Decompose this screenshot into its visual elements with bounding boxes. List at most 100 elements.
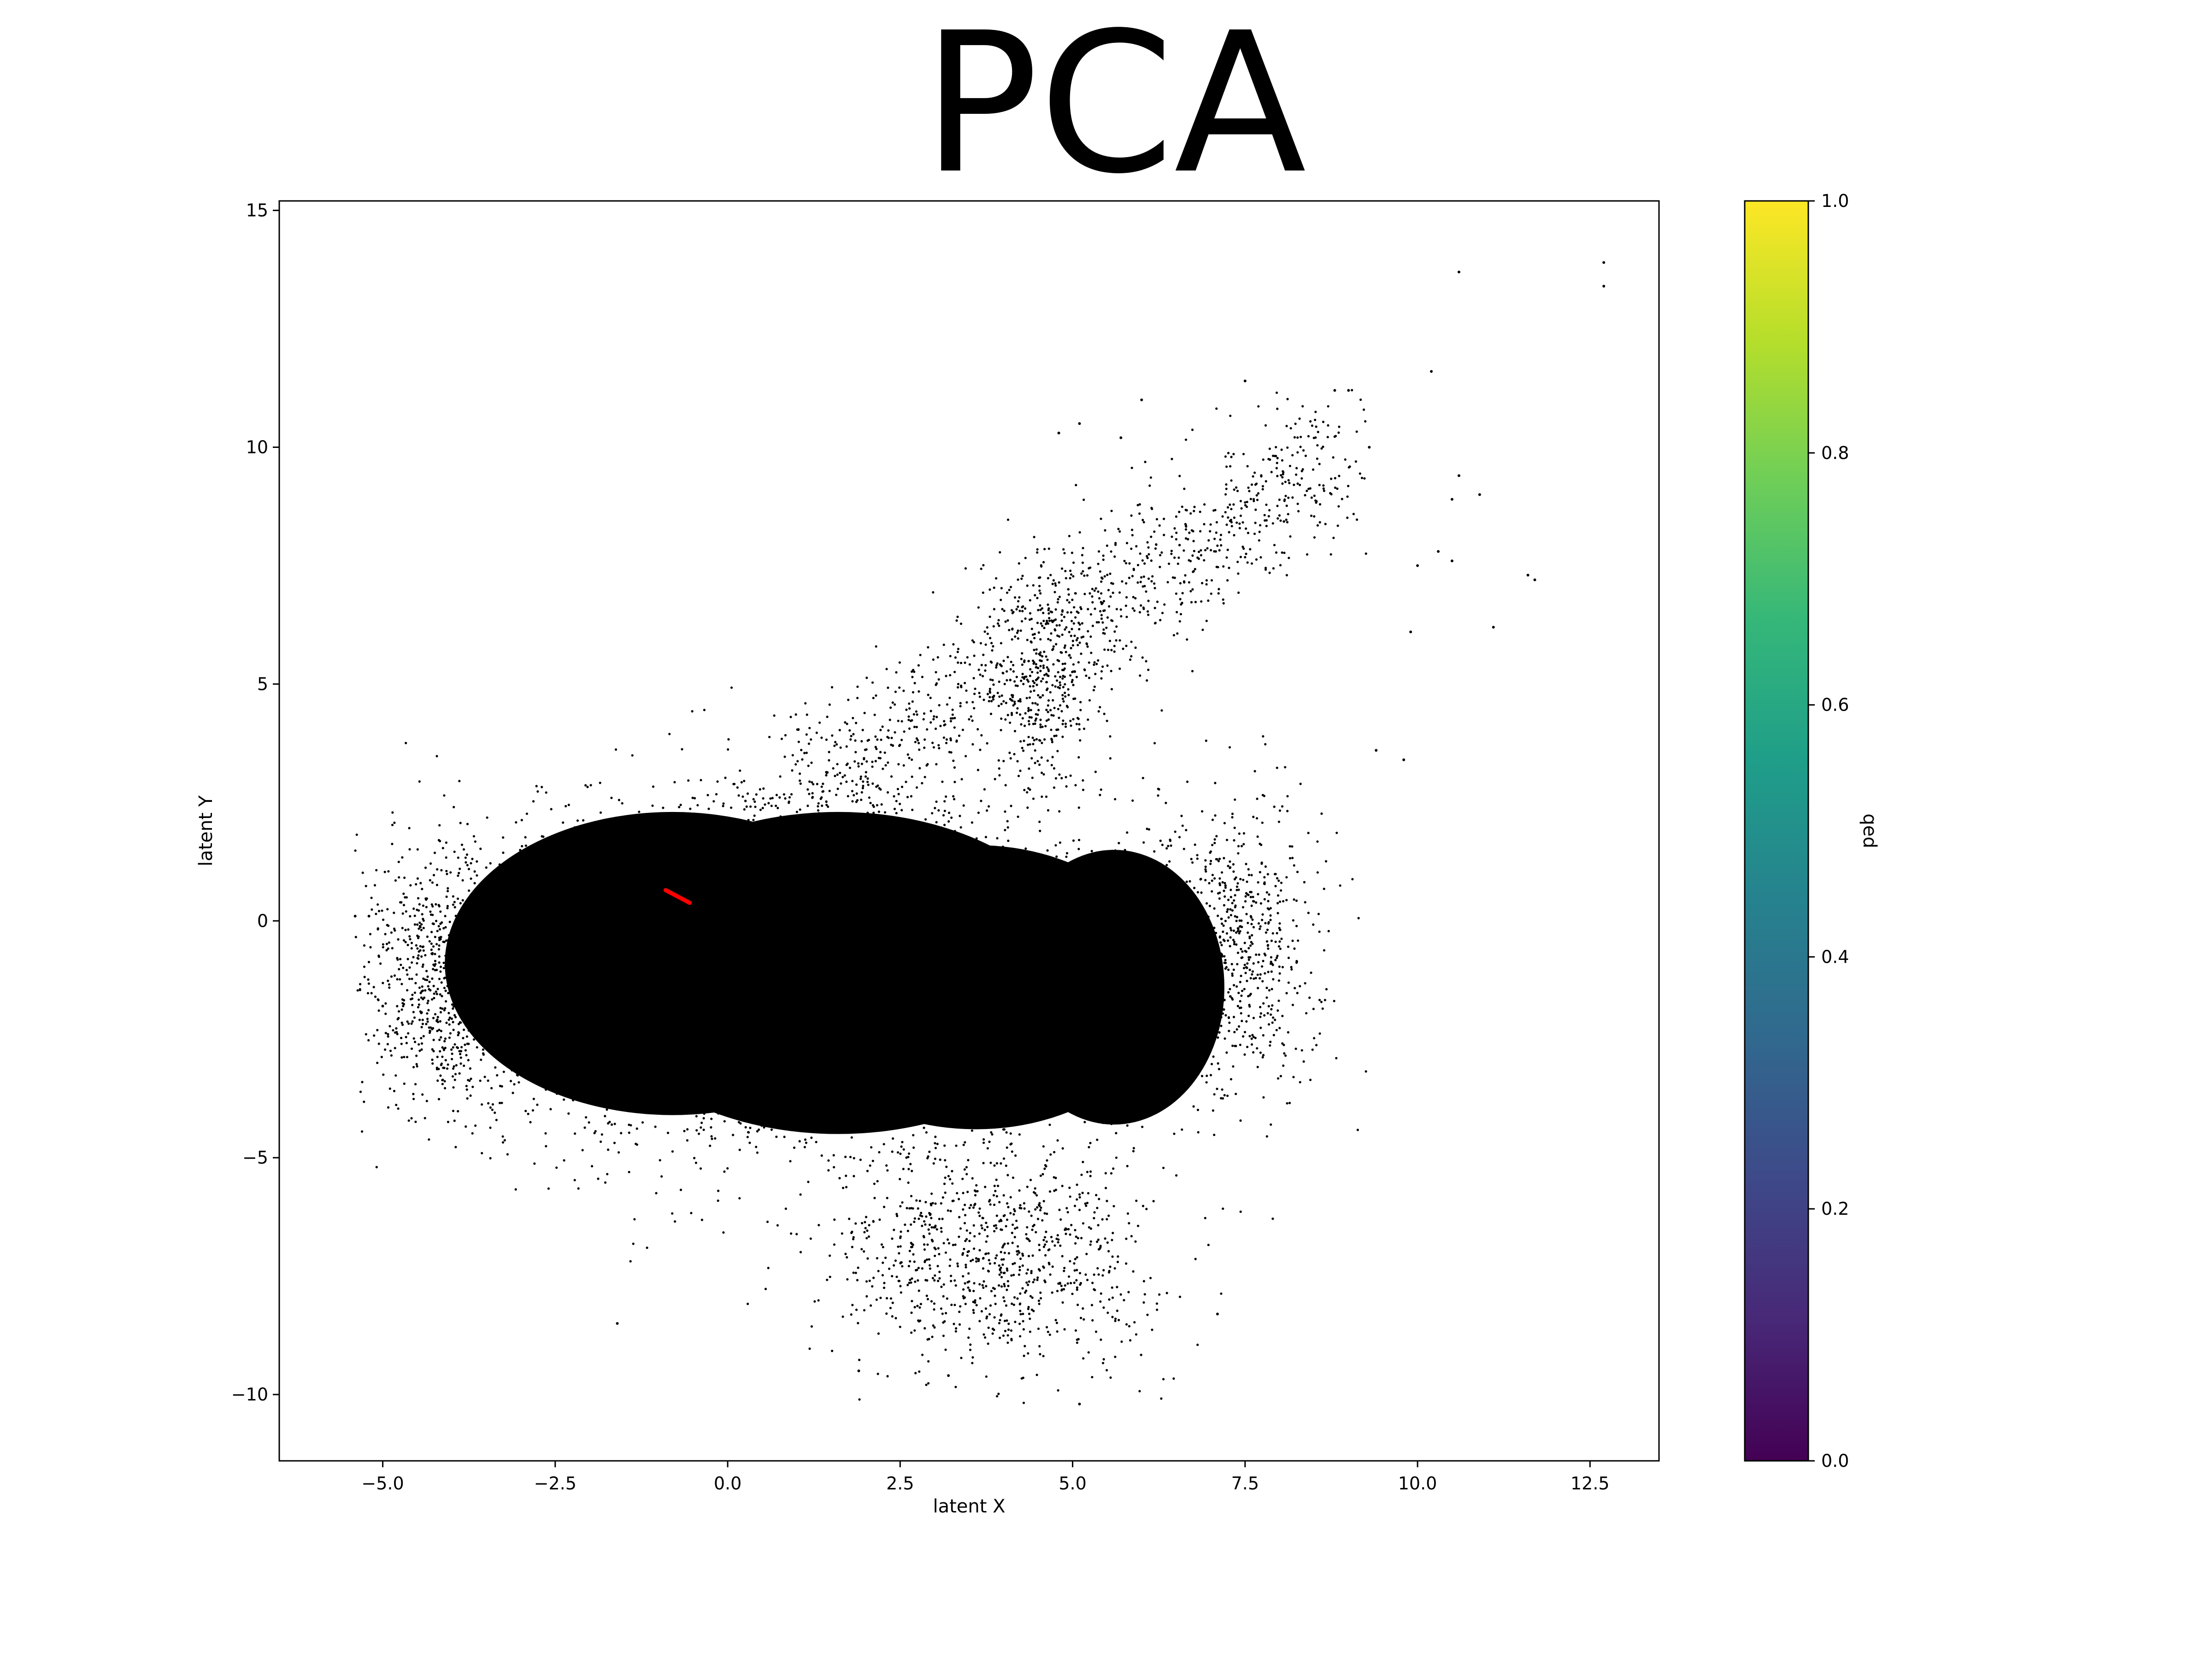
scatter-point <box>526 948 529 951</box>
scatter-point <box>532 963 535 966</box>
scatter-point <box>988 1049 991 1052</box>
scatter-point <box>594 1071 597 1074</box>
scatter-point <box>789 977 792 980</box>
scatter-point <box>844 860 847 863</box>
scatter-point <box>1099 1012 1102 1015</box>
scatter-point <box>635 934 637 937</box>
scatter-point <box>735 1003 738 1006</box>
scatter-point <box>961 995 964 998</box>
scatter-point <box>449 871 452 874</box>
scatter-point <box>1000 1017 1003 1020</box>
scatter-point <box>800 953 803 955</box>
scatter-point <box>397 1107 400 1110</box>
scatter-point <box>768 1077 771 1080</box>
scatter-point <box>945 1065 948 1068</box>
scatter-point <box>912 1024 915 1027</box>
scatter-point <box>906 998 908 1001</box>
scatter-point <box>973 931 976 934</box>
scatter-point <box>582 819 585 822</box>
scatter-point <box>441 1082 444 1085</box>
scatter-point <box>494 878 497 881</box>
scatter-point <box>894 968 896 971</box>
scatter-point <box>645 939 648 942</box>
scatter-point <box>769 1013 772 1016</box>
scatter-point <box>1037 944 1040 947</box>
scatter-point <box>859 1029 861 1031</box>
scatter-point <box>601 1010 604 1012</box>
scatter-point <box>1070 901 1073 904</box>
scatter-point <box>1027 1039 1030 1042</box>
scatter-point <box>774 1053 777 1056</box>
scatter-point <box>837 1117 840 1120</box>
scatter-point <box>896 860 899 863</box>
scatter-point <box>611 887 613 889</box>
scatter-point <box>969 1005 971 1008</box>
scatter-point <box>640 975 643 977</box>
scatter-point <box>799 999 801 1002</box>
scatter-point <box>955 891 958 894</box>
scatter-point <box>984 948 987 951</box>
scatter-point <box>957 985 960 988</box>
scatter-point <box>725 1057 728 1060</box>
scatter-point <box>1000 963 1003 966</box>
scatter-point <box>1145 1002 1148 1005</box>
scatter-point <box>906 1078 909 1081</box>
scatter-point <box>818 1050 820 1053</box>
scatter-point <box>650 898 653 900</box>
scatter-point <box>841 1030 843 1033</box>
scatter-point <box>597 990 600 993</box>
scatter-point <box>705 877 708 879</box>
scatter-point <box>818 1024 821 1027</box>
scatter-point <box>788 898 791 901</box>
scatter-point <box>662 806 665 809</box>
scatter-point <box>512 971 515 973</box>
scatter-point <box>1023 1065 1025 1068</box>
scatter-point <box>618 1012 620 1014</box>
scatter-point <box>838 1115 841 1118</box>
scatter-point <box>452 1110 455 1112</box>
scatter-point <box>835 1014 838 1017</box>
scatter-point <box>460 941 463 944</box>
scatter-point <box>840 982 842 985</box>
scatter-point <box>755 1029 758 1032</box>
scatter-point <box>963 1027 965 1030</box>
scatter-point <box>888 991 891 994</box>
scatter-point <box>959 815 961 818</box>
scatter-point <box>906 929 909 932</box>
scatter-point <box>577 873 580 876</box>
scatter-point <box>623 907 626 910</box>
scatter-point <box>879 1044 882 1047</box>
scatter-point <box>866 1018 869 1021</box>
scatter-point <box>855 921 858 924</box>
scatter-point <box>895 867 898 870</box>
scatter-point <box>791 936 794 939</box>
scatter-point <box>435 943 438 946</box>
scatter-point <box>1124 849 1126 852</box>
scatter-point <box>1023 886 1025 888</box>
scatter-point <box>741 1006 743 1009</box>
scatter-point <box>465 927 468 930</box>
scatter-point <box>455 1064 458 1067</box>
scatter-point <box>878 976 881 978</box>
scatter-point <box>500 878 504 881</box>
scatter-point <box>927 929 930 932</box>
scatter-point <box>934 876 936 879</box>
scatter-point <box>990 1041 993 1044</box>
scatter-point <box>991 1080 994 1082</box>
scatter-point <box>684 988 687 991</box>
scatter-point <box>882 767 884 770</box>
scatter-point <box>1132 881 1135 883</box>
scatter-point <box>430 930 433 934</box>
scatter-point <box>820 1067 823 1070</box>
scatter-point <box>729 1030 732 1033</box>
scatter-point <box>988 1027 991 1030</box>
scatter-point <box>959 1009 962 1012</box>
scatter-point <box>716 1064 719 1066</box>
scatter-point <box>553 1029 556 1032</box>
scatter-point <box>791 1124 794 1126</box>
scatter-point <box>712 1025 715 1028</box>
scatter-point <box>572 1099 575 1101</box>
scatter-point <box>820 982 823 985</box>
scatter-point <box>525 865 528 867</box>
